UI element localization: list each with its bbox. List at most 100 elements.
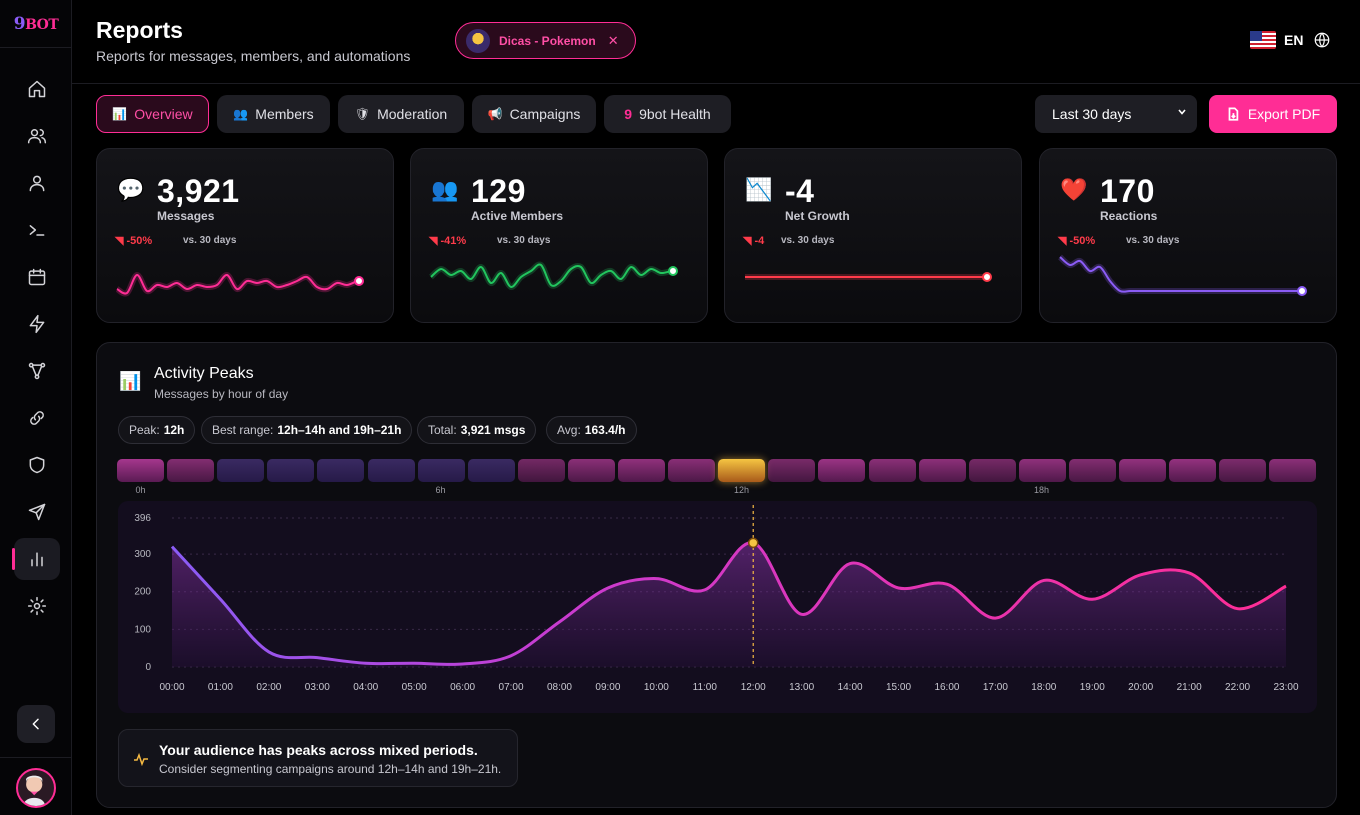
us-flag-icon — [1250, 31, 1276, 49]
tab-label: Campaigns — [509, 106, 581, 122]
y-tick-label: 300 — [134, 549, 151, 560]
x-tick-label: 20:00 — [1128, 682, 1153, 693]
hour-cell — [918, 459, 966, 482]
hour-cell — [718, 459, 766, 482]
export-pdf-label: Export PDF — [1247, 106, 1321, 122]
series-line — [170, 541, 1287, 666]
chip-peak: Peak: 12h — [118, 416, 196, 444]
sparkline-messages — [115, 272, 364, 297]
avatar[interactable] — [16, 768, 56, 808]
y-tick-label: 396 — [134, 513, 151, 524]
hour-cell — [517, 459, 565, 482]
x-tick-label: 09:00 — [595, 682, 620, 693]
heart-icon: ❤️ — [1060, 177, 1088, 202]
sparkline-line — [116, 274, 358, 295]
stat-card-active-members: 👥 129 Active Members ◥ -41% vs. 30 days — [410, 148, 708, 323]
stat-value: 129 — [471, 173, 526, 209]
tab-moderation[interactable]: 🛡 Moderation — [338, 95, 464, 133]
tab-overview[interactable]: 📊 Overview — [96, 95, 209, 133]
collapse-sidebar-button[interactable] — [17, 705, 55, 743]
stat-value: -4 — [785, 173, 815, 209]
tab-members[interactable]: 👥 Members — [217, 95, 330, 133]
x-tick-label: 22:00 — [1225, 682, 1250, 693]
export-pdf-button[interactable]: Export PDF — [1209, 95, 1337, 133]
users-icon: 👥 — [233, 107, 249, 121]
hour-cell — [1169, 459, 1217, 482]
server-chip[interactable]: Dicas - Pokemon ✕ — [455, 22, 636, 59]
activity-peaks-panel: 📊 Activity Peaks Messages by hour of day… — [96, 342, 1337, 808]
sidebar-item-automations[interactable] — [14, 303, 60, 345]
sparkline-line — [430, 263, 672, 288]
activity-area-chart: 0 100 200 300 396 00:00 01:00 02:00 03:00 04:00 05… — [134, 505, 1299, 693]
hour-cell — [1219, 459, 1267, 482]
tab-label: 9bot Health — [639, 106, 711, 122]
sparkline-glow — [115, 272, 359, 297]
x-tick-label: 19:00 — [1080, 682, 1105, 693]
sidebar-item-profile[interactable] — [14, 162, 60, 204]
chip-total: Total: 3,921 msgs — [417, 416, 537, 444]
sidebar-item-campaigns[interactable] — [14, 491, 60, 533]
hour-cell — [968, 459, 1016, 482]
sparkline-glow — [1057, 254, 1300, 295]
globe-icon — [1313, 31, 1331, 49]
flow-icon — [28, 362, 46, 380]
hour-cell — [818, 459, 866, 482]
server-name: Dicas - Pokemon — [499, 33, 596, 48]
sidebar-item-links[interactable] — [14, 397, 60, 439]
close-icon[interactable]: ✕ — [607, 32, 619, 48]
activity-title: Activity Peaks — [154, 365, 254, 382]
chevron-down-icon — [1178, 109, 1186, 115]
x-tick-label: 01:00 — [208, 682, 233, 693]
stat-delta: ◥ -41% — [429, 235, 467, 247]
period-select[interactable]: Last 30 days — [1035, 95, 1197, 133]
hour-label: 12h — [733, 485, 750, 495]
insight-card: Your audience has peaks across mixed per… — [118, 729, 518, 787]
sidebar-item-reports[interactable] — [12, 538, 60, 580]
language-switcher[interactable]: EN — [1250, 31, 1331, 49]
hour-cell — [768, 459, 816, 482]
server-icon — [466, 28, 490, 53]
sidebar-item-calendar[interactable] — [14, 256, 60, 298]
page-title: Reports — [96, 17, 183, 43]
hour-label: 6h — [435, 485, 446, 495]
tab-campaigns[interactable]: 📢 Campaigns — [472, 95, 596, 133]
stat-card-net-growth: 📉 -4 Net Growth ◥ -4 vs. 30 days — [724, 148, 1022, 323]
sidebar-item-commands[interactable] — [14, 209, 60, 251]
hour-cell — [417, 459, 465, 482]
send-icon — [28, 503, 46, 521]
stat-card-reactions: ❤️ 170 Reactions ◥ -50% vs. 30 days — [1039, 148, 1337, 323]
sparkline-endpoint — [1297, 286, 1307, 296]
hour-cell — [167, 459, 215, 482]
x-tick-label: 02:00 — [256, 682, 281, 693]
stat-comparison: vs. 30 days — [497, 235, 551, 246]
zap-icon — [29, 314, 45, 334]
sidebar-item-settings[interactable] — [14, 585, 60, 627]
hour-cell — [1018, 459, 1066, 482]
stat-delta: ◥ -50% — [1058, 235, 1096, 247]
x-tick-label: 10:00 — [644, 682, 669, 693]
x-tick-label: 07:00 — [499, 682, 524, 693]
x-tick-label: 15:00 — [886, 682, 911, 693]
file-icon — [1228, 107, 1239, 121]
tab-9bot-health[interactable]: 9 9bot Health — [604, 95, 731, 133]
sidebar-item-moderation[interactable] — [14, 444, 60, 486]
x-tick-label: 21:00 — [1177, 682, 1202, 693]
logo[interactable]: 9BOT — [0, 0, 72, 48]
link-icon — [30, 411, 44, 425]
bar-chart-icon — [31, 552, 43, 567]
sidebar-item-flows[interactable] — [14, 350, 60, 392]
sidebar-item-members[interactable] — [14, 115, 60, 157]
header: Reports Reports for messages, members, a… — [72, 0, 1360, 84]
sidebar: 9BOT — [0, 0, 72, 815]
calendar-icon — [28, 268, 46, 286]
shield-icon — [29, 456, 45, 474]
x-tick-label: 18:00 — [1031, 682, 1056, 693]
sparkline-endpoint — [354, 276, 364, 286]
x-tick-label: 11:00 — [693, 682, 718, 693]
x-tick-label: 06:00 — [450, 682, 475, 693]
sidebar-item-home[interactable] — [14, 68, 60, 110]
tab-label: Moderation — [377, 106, 448, 122]
x-tick-label: 17:00 — [983, 682, 1008, 693]
tab-label: Members — [255, 106, 314, 122]
language-label: EN — [1284, 32, 1304, 48]
